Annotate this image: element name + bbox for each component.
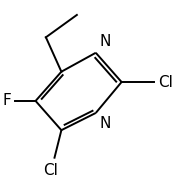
- Text: Cl: Cl: [44, 163, 59, 178]
- Text: N: N: [99, 34, 111, 49]
- Text: F: F: [3, 93, 12, 108]
- Text: Cl: Cl: [158, 75, 172, 90]
- Text: N: N: [99, 116, 111, 131]
